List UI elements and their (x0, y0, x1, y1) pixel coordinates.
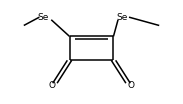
Text: Se: Se (116, 13, 127, 22)
Text: O: O (127, 81, 134, 90)
Text: Se: Se (37, 13, 49, 22)
Text: O: O (49, 81, 56, 90)
